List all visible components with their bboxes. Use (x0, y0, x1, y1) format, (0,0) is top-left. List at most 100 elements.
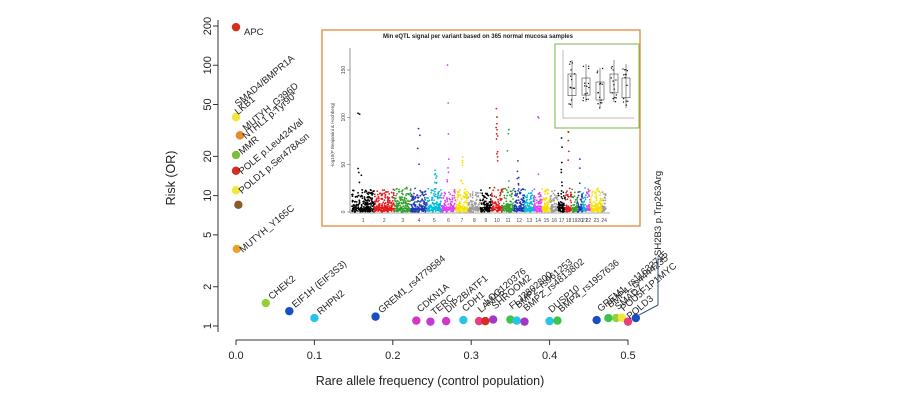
inset-point (355, 201, 358, 203)
inset-point (459, 207, 462, 209)
inset-point (488, 209, 491, 212)
inset-point (379, 206, 382, 209)
inset-point (545, 190, 547, 192)
inset-point (539, 199, 542, 202)
subinset-point (586, 92, 588, 94)
inset-point (386, 203, 389, 206)
inset-point (537, 200, 540, 203)
subinset-point (624, 69, 626, 71)
inset-point (461, 156, 464, 158)
inset-point (451, 198, 454, 201)
inset-point (545, 203, 548, 205)
inset-point (484, 200, 487, 203)
inset-point (369, 206, 372, 209)
inset-point (388, 201, 391, 204)
inset-point (543, 208, 546, 211)
inset-point (538, 205, 541, 208)
inset-point (577, 203, 580, 205)
inset-point (361, 191, 364, 194)
subinset-point (612, 69, 614, 71)
inset-point (367, 199, 370, 201)
inset-point (391, 199, 394, 202)
subinset-point (622, 97, 625, 100)
inset-point (489, 201, 492, 204)
inset-point (566, 190, 568, 193)
inset-point (516, 202, 519, 205)
inset-point (482, 198, 485, 201)
inset-point (430, 191, 433, 194)
inset-point (561, 205, 564, 208)
subinset-point (615, 94, 618, 96)
inset-point (456, 203, 459, 206)
inset-point (517, 176, 520, 179)
subinset-point (613, 88, 615, 90)
subinset-point (596, 70, 599, 72)
inset-point (379, 192, 382, 195)
inset-point (499, 197, 502, 200)
inset-point (423, 203, 426, 206)
inset-point (506, 149, 509, 152)
subinset-point (582, 99, 584, 102)
inset-point (503, 210, 506, 212)
inset-point (434, 208, 437, 211)
inset-point (453, 188, 456, 191)
inset-point (574, 207, 577, 210)
inset-point (374, 195, 376, 198)
inset-point (436, 207, 438, 210)
inset-point (409, 189, 412, 192)
inset-point (405, 209, 408, 212)
inset-point (511, 208, 514, 210)
inset-point (529, 202, 532, 204)
inset-point (367, 191, 370, 194)
inset-y-ticks: 0 50 100 150 (341, 66, 350, 213)
data-point (631, 313, 641, 323)
inset-point (537, 117, 540, 119)
inset-point (454, 190, 457, 193)
inset-point (588, 189, 590, 192)
inset-point (496, 150, 499, 153)
inset-point (540, 205, 542, 208)
inset-point (471, 200, 474, 203)
inset-point (467, 191, 470, 194)
inset-point (374, 209, 377, 212)
inset-point (549, 197, 552, 200)
inset-point (439, 209, 442, 212)
y-ticks: 1 2 5 10 20 50 100 200 (202, 17, 218, 329)
inset-point (456, 193, 459, 196)
inset-point (366, 207, 369, 209)
subinset-point (582, 97, 585, 99)
inset-point (567, 130, 570, 133)
inset-point (454, 196, 457, 199)
inset-point (520, 210, 522, 212)
inset-point (491, 201, 494, 204)
inset-point (394, 209, 397, 212)
inset-point (486, 194, 489, 197)
inset-point (355, 205, 358, 208)
inset-point (451, 200, 454, 203)
inset-point (539, 202, 542, 205)
inset-point (492, 206, 494, 209)
data-point (520, 317, 529, 326)
inset-point (465, 190, 468, 193)
inset-point (380, 193, 383, 195)
x-tick-label: 0.1 (307, 350, 322, 362)
inset-point (398, 201, 401, 204)
inset-point (508, 180, 510, 182)
x-axis-title: Rare allele frequency (control populatio… (316, 374, 545, 388)
inset-point (396, 187, 398, 190)
inset-point (550, 210, 553, 213)
inset-point (517, 189, 520, 192)
inset-point (393, 198, 396, 200)
inset-point (433, 190, 436, 193)
inset-chromosome-label: 11 (505, 218, 510, 224)
inset-chromosome-label: 9 (485, 218, 488, 224)
data-point (604, 313, 613, 323)
inset-point (363, 207, 365, 209)
inset-point (377, 203, 380, 206)
inset-point (561, 184, 564, 187)
inset-point (393, 189, 396, 192)
inset-point (560, 192, 563, 195)
inset-point (590, 196, 593, 199)
inset-point (585, 192, 588, 194)
axes (217, 20, 628, 341)
